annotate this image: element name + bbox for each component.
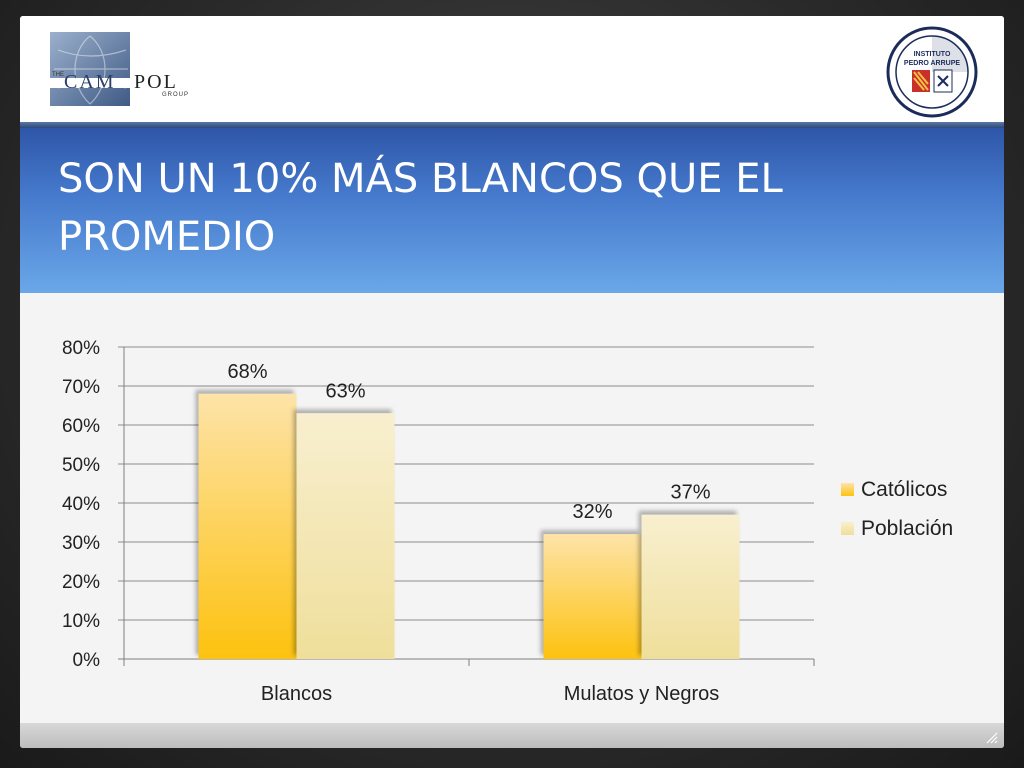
y-tick-label: 80% [62, 338, 100, 359]
seal-line-1: INSTITUTO [914, 51, 951, 58]
slide-footer-bar [20, 723, 1004, 748]
y-tick-label: 10% [62, 611, 100, 632]
chart-area: 0% 10% 20% 30% 40% 50% 60% 70% 80% Blancos 68% 63%… [20, 293, 1004, 723]
bar-católicos-blancos [198, 393, 297, 659]
campol-word-right: POL [134, 71, 178, 93]
slide: THE CAM POL GROUP INSTITUTO PEDRO ARRUPE… [20, 16, 1004, 748]
legend-swatch [841, 522, 854, 535]
x-category-label: Mulatos y Negros [564, 683, 720, 705]
bar-población-blancos [296, 413, 395, 659]
data-label: 68% [227, 361, 267, 383]
bar-católicos-mulatos-y-negros [543, 534, 642, 659]
campol-small-top: THE [52, 72, 64, 78]
data-label: 32% [572, 501, 612, 523]
logo-header: THE CAM POL GROUP INSTITUTO PEDRO ARRUPE [20, 16, 1004, 122]
campol-logo: THE CAM POL GROUP [50, 32, 189, 106]
y-tick-label: 40% [62, 494, 100, 515]
campol-word-left: CAM [64, 71, 116, 93]
bar-población-mulatos-y-negros [641, 514, 740, 659]
data-label: 63% [325, 380, 365, 402]
corner-grip-icon [986, 732, 998, 744]
title-separator [20, 122, 1004, 128]
globe-icon [50, 32, 130, 106]
legend-label: Católicos [861, 478, 947, 501]
bar-chart: 0% 10% 20% 30% 40% 50% 60% 70% 80% Blancos 68% 63%… [62, 338, 953, 705]
campol-small-bottom: GROUP [162, 92, 189, 98]
y-tick-label: 70% [62, 377, 100, 398]
data-label: 37% [670, 482, 710, 504]
legend-swatch [841, 483, 854, 496]
y-tick-label: 50% [62, 455, 100, 476]
title-band: SON UN 10% MÁS BLANCOS QUE EL PROMEDIO [20, 128, 1004, 293]
slide-title: SON UN 10% MÁS BLANCOS QUE EL PROMEDIO [58, 156, 783, 260]
seal-line-2: PEDRO ARRUPE [904, 60, 960, 67]
y-tick-label: 0% [73, 650, 101, 671]
y-tick-label: 30% [62, 533, 100, 554]
x-category-label: Blancos [261, 683, 332, 705]
legend-label: Población [861, 517, 953, 540]
pedro-arrupe-seal: INSTITUTO PEDRO ARRUPE [886, 26, 978, 118]
y-tick-label: 20% [62, 572, 100, 593]
y-tick-label: 60% [62, 416, 100, 437]
